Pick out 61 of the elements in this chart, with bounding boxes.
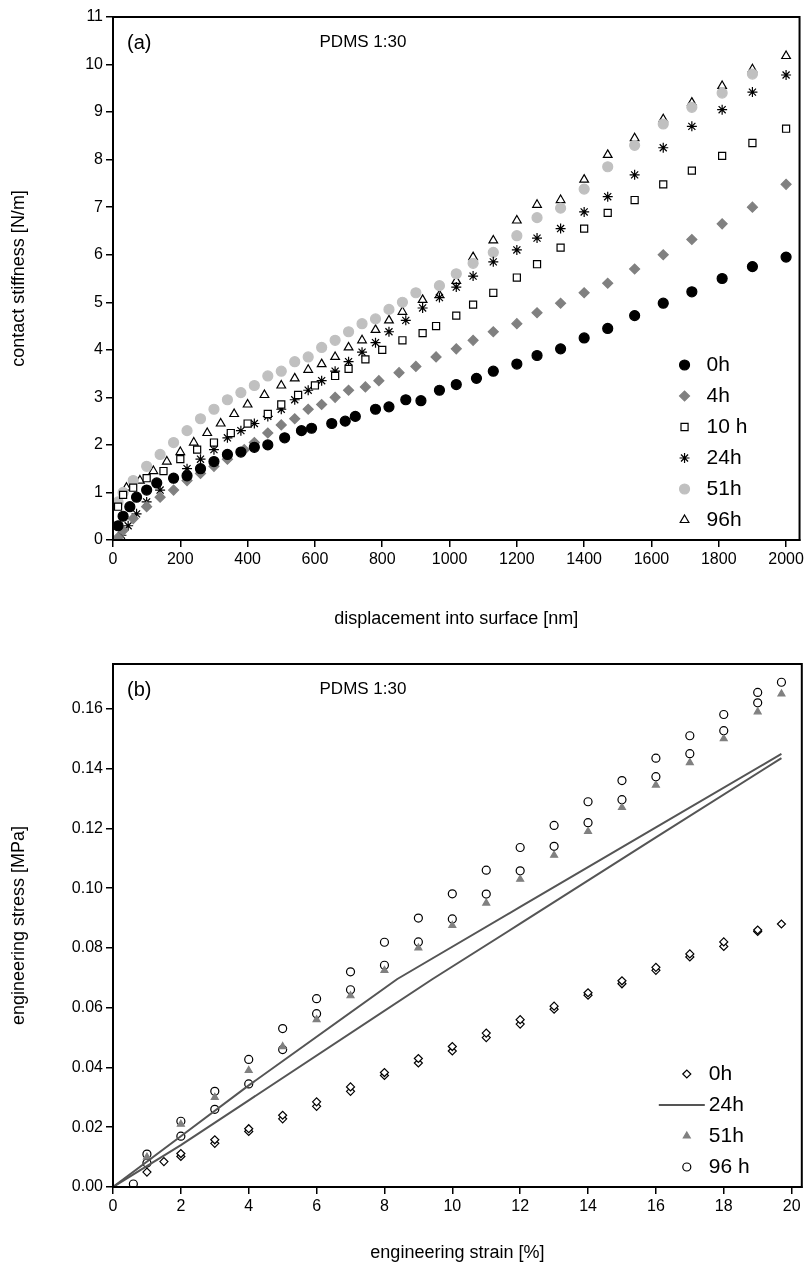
legend-label: 96h: [706, 506, 742, 530]
legend-label: 0h: [708, 1060, 733, 1084]
x-tick-label: 1400: [566, 550, 603, 568]
x-tick-label: 8: [380, 1197, 389, 1215]
x-tick-label: 6: [312, 1197, 322, 1215]
text: PDMS 1:30: [319, 678, 407, 698]
legend-label: 24h: [706, 444, 742, 468]
legend-label: 51h: [706, 475, 742, 499]
legend-label: 96 h: [708, 1153, 750, 1177]
legend-label: 0h: [706, 351, 730, 375]
y-tick-label: 11: [86, 7, 104, 25]
x-tick-label: 200: [166, 550, 194, 568]
y-tick-label: 8: [94, 150, 104, 168]
y-tick-label: 0.10: [71, 878, 104, 896]
x-tick-label: 14: [579, 1197, 598, 1215]
x-tick-label: 1600: [633, 550, 670, 568]
legend-label: 24h: [708, 1091, 744, 1115]
y-tick-label: 0.14: [71, 759, 104, 777]
y-tick-label: 1: [94, 482, 104, 500]
annotation: (b): [127, 677, 152, 700]
x-tick-label: 0: [108, 550, 118, 568]
y-tick-label: 4: [94, 340, 104, 358]
x-tick-label: 12: [511, 1197, 530, 1215]
x-tick-label: 2: [176, 1197, 186, 1215]
x-tick-label: 1200: [499, 550, 535, 568]
y-tick-label: 0.12: [71, 818, 104, 836]
text: PDMS 1:30: [319, 31, 407, 51]
x-tick-label: 18: [714, 1197, 733, 1215]
legend-label: 4h: [706, 382, 730, 406]
x-tick-label: 1000: [431, 550, 468, 568]
x-tick-label: 1800: [700, 550, 737, 568]
y-tick-label: 3: [94, 387, 104, 405]
y-tick-label: 10: [85, 54, 104, 72]
legend-label: 10 h: [706, 413, 748, 437]
y-tick-label: 0.00: [71, 1177, 104, 1195]
x-tick-label: 4: [244, 1197, 254, 1215]
y-tick-label: 0.06: [71, 998, 104, 1016]
x-tick-label: 0: [108, 1197, 118, 1215]
x-tick-label: 10: [443, 1197, 462, 1215]
y-tick-label: 6: [94, 245, 104, 263]
x-tick-label: 400: [234, 550, 262, 568]
x-tick-label: 16: [647, 1197, 665, 1215]
y-tick-label: 0.04: [71, 1057, 104, 1075]
y-tick-label: 0.02: [71, 1117, 104, 1135]
x-axis-title: engineering strain [%]: [370, 1242, 545, 1263]
y-tick-label: 5: [94, 292, 104, 310]
y-axis-title: contact stiffness [N/m]: [7, 190, 28, 367]
x-axis-title: displacement into surface [nm]: [334, 608, 579, 629]
y-tick-label: 0: [94, 530, 104, 548]
x-tick-label: 2000: [768, 550, 804, 568]
x-tick-label: 600: [301, 550, 329, 568]
y-tick-label: 2: [94, 435, 104, 453]
legend-label: 51h: [708, 1122, 744, 1146]
annotation: (a): [127, 30, 152, 53]
y-tick-label: 7: [94, 197, 104, 215]
x-tick-label: 20: [782, 1197, 801, 1215]
y-tick-label: 9: [94, 102, 104, 120]
y-axis-title: engineering stress [MPa]: [7, 825, 28, 1026]
x-tick-label: 800: [368, 550, 396, 568]
y-tick-label: 0.08: [71, 938, 104, 956]
y-tick-label: 0.16: [71, 699, 104, 717]
